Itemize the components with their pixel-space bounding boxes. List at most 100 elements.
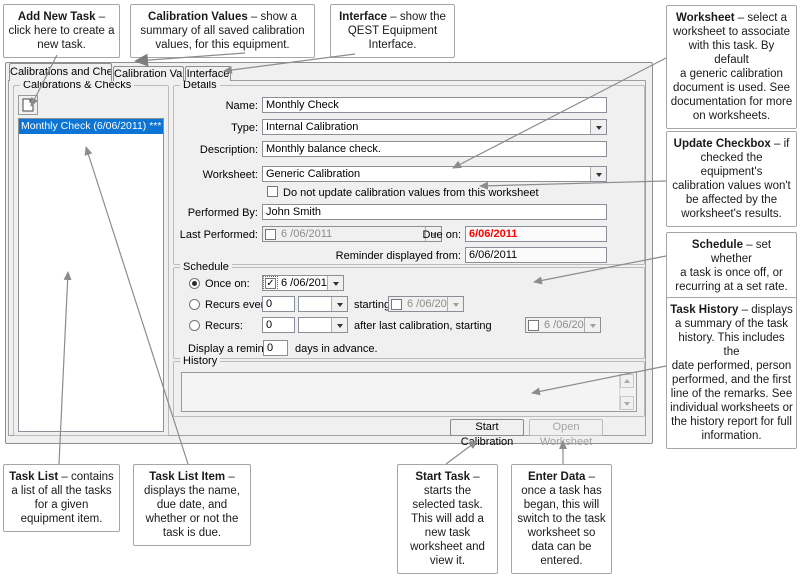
task-list[interactable]: Monthly Check (6/06/2011) *** DUE <box>18 118 164 432</box>
performed-by-label: Performed By: <box>187 207 258 219</box>
date-enable-checkbox[interactable]: ✓ <box>263 276 278 290</box>
callout-body: – show a summary of all saved calibratio… <box>140 11 305 51</box>
add-new-task-button[interactable] <box>18 95 38 115</box>
callout-body: – starts the selected task. This will ad… <box>410 471 485 567</box>
date-enable-checkbox[interactable] <box>265 229 276 240</box>
callout-body: – contains a list of all the tasks for a… <box>11 471 114 525</box>
callout-title: Update Checkbox <box>673 138 771 150</box>
recurs-label: Recurs: <box>205 320 243 332</box>
history-list[interactable] <box>181 372 637 412</box>
new-document-icon <box>22 98 34 112</box>
open-worksheet-button[interactable]: Open Worksheet <box>529 419 603 448</box>
name-input[interactable]: Monthly Check <box>262 97 607 113</box>
chevron-down-icon[interactable] <box>584 318 600 332</box>
callout-body: – click here to create a new task. <box>8 11 115 51</box>
callout-title: Add New Task <box>17 11 96 23</box>
callout-add-new-task: Add New Task – click here to create a ne… <box>3 4 120 58</box>
tab-interface[interactable]: Interface <box>185 66 231 81</box>
recurs-every-label: Recurs every: <box>205 299 273 311</box>
reminder-from-field: 6/06/2011 <box>465 247 607 263</box>
worksheet-value: Generic Calibration <box>266 168 361 180</box>
tab-calibration-values[interactable]: Calibration Values <box>113 66 184 81</box>
worksheet-label: Worksheet: <box>202 169 258 181</box>
scroll-up-icon[interactable] <box>620 374 634 388</box>
history-scrollbar[interactable] <box>619 374 635 410</box>
callout-title: Enter Data <box>527 471 586 483</box>
display-reminder-label: Display a reminder <box>188 343 280 355</box>
callout-start-task: Start Task – starts the selected task. T… <box>397 464 498 574</box>
chevron-down-icon[interactable] <box>331 318 347 332</box>
starting-label: starting <box>354 299 391 311</box>
task-list-item-selected[interactable]: Monthly Check (6/06/2011) *** DUE <box>19 119 163 134</box>
callout-body: – if checked the equipment's calibration… <box>672 138 791 220</box>
callout-title: Worksheet <box>675 12 735 24</box>
callout-interface: Interface – show the QEST Equipment Inte… <box>330 4 455 58</box>
recurs-every-radio[interactable] <box>189 299 200 310</box>
group-legend: Details <box>180 79 220 91</box>
recurs-count-input[interactable]: 0 <box>262 317 295 333</box>
chevron-down-icon[interactable] <box>327 276 343 290</box>
reminder-days-input[interactable]: 0 <box>263 340 288 356</box>
scroll-down-icon[interactable] <box>620 396 634 410</box>
chevron-down-icon[interactable] <box>447 297 463 311</box>
callout-title: Start Task <box>415 471 471 483</box>
performed-by-input[interactable]: John Smith <box>262 204 607 220</box>
type-dropdown[interactable]: Internal Calibration <box>262 119 607 135</box>
tab-calibrations-and-checks[interactable]: Calibrations and Checks <box>9 63 112 81</box>
callout-title: Schedule <box>691 239 743 251</box>
callout-title: Calibration Values <box>148 11 248 23</box>
callout-title: Task History <box>670 304 739 316</box>
chevron-down-icon[interactable] <box>425 227 441 241</box>
once-on-date-picker[interactable]: ✓ 6 /06/2011 <box>262 275 344 291</box>
history-group: History <box>173 355 645 417</box>
callout-body: – select a worksheet to associate with t… <box>670 12 793 122</box>
last-performed-date-picker[interactable]: 6 /06/2011 <box>262 226 442 242</box>
description-input[interactable]: Monthly balance check. <box>262 141 607 157</box>
start-calibration-button[interactable]: Start Calibration <box>450 419 524 448</box>
callout-body: – set whether a task is once off, or rec… <box>675 239 788 293</box>
callout-title: Task List Item <box>149 471 226 483</box>
callout-calibration-values: Calibration Values – show a summary of a… <box>130 4 315 58</box>
after-last-calibration-label: after last calibration, starting <box>354 320 492 332</box>
chevron-down-icon[interactable] <box>590 120 606 134</box>
callout-task-history: Task History – displays a summary of the… <box>666 297 797 449</box>
days-in-advance-label: days in advance. <box>295 343 378 355</box>
group-legend: Schedule <box>180 261 232 273</box>
recurs-radio[interactable] <box>189 320 200 331</box>
once-on-date: 6 /06/2011 <box>281 277 333 289</box>
recurs-every-count-input[interactable]: 0 <box>262 296 295 312</box>
date-enable-checkbox[interactable] <box>528 320 539 331</box>
worksheet-dropdown[interactable]: Generic Calibration <box>262 166 607 182</box>
recurs-every-start-date-picker[interactable]: 6 /06/2011 <box>388 296 464 312</box>
do-not-update-label: Do not update calibration values from th… <box>283 187 539 199</box>
starting-date: 6 /06/2011 <box>407 298 459 310</box>
recurs-every-unit-dropdown[interactable] <box>298 296 348 312</box>
once-on-radio[interactable] <box>189 278 200 289</box>
name-label: Name: <box>225 100 258 112</box>
chevron-down-icon[interactable] <box>331 297 347 311</box>
callout-task-list: Task List – contains a list of all the t… <box>3 464 120 532</box>
callout-enter-data: Enter Data – once a task has began, this… <box>511 464 612 574</box>
chevron-down-icon[interactable] <box>590 167 606 181</box>
callout-title: Task List <box>9 471 59 483</box>
recurs-start-date-picker[interactable]: 6 /06/2011 <box>525 317 601 333</box>
type-label: Type: <box>231 122 258 134</box>
due-on-field: 6/06/2011 <box>465 226 607 242</box>
check-icon: ✓ <box>266 278 275 289</box>
last-performed-label: Last Performed: <box>179 229 258 241</box>
equipment-tasks-dialog: Calibrations and Checks Calibration Valu… <box>5 62 653 448</box>
callout-body: – displays a summary of the task history… <box>670 304 793 442</box>
date-enable-checkbox[interactable] <box>391 299 402 310</box>
due-on-label: Due on: <box>422 229 461 241</box>
once-on-label: Once on: <box>205 278 250 290</box>
recurs-unit-dropdown[interactable] <box>298 317 348 333</box>
do-not-update-checkbox[interactable] <box>267 186 278 197</box>
callout-update-checkbox: Update Checkbox – if checked the equipme… <box>666 131 797 227</box>
callout-body: – show the QEST Equipment Interface. <box>347 11 446 51</box>
callout-body: – once a task has began, this will switc… <box>517 471 606 567</box>
reminder-from-label: Reminder displayed from: <box>335 250 461 262</box>
callout-worksheet: Worksheet – select a worksheet to associ… <box>666 5 797 129</box>
callout-body: – displays the name, due date, and wheth… <box>144 471 240 539</box>
callout-title: Interface <box>339 11 388 23</box>
last-performed-value: 6 /06/2011 <box>281 228 333 240</box>
